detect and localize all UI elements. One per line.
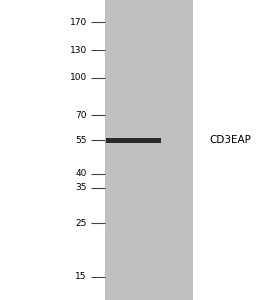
Bar (105, 0, 193, 300)
Text: 40: 40 (76, 169, 87, 178)
Text: 25: 25 (76, 219, 87, 228)
Text: 130: 130 (70, 46, 87, 55)
Text: 70: 70 (75, 111, 87, 120)
Text: 170: 170 (70, 18, 87, 27)
Text: 100: 100 (70, 73, 87, 82)
Text: 35: 35 (75, 183, 87, 192)
Text: 55: 55 (75, 136, 87, 145)
Bar (106, 137, 161, 143)
Text: CD3EAP: CD3EAP (210, 135, 252, 146)
Text: 15: 15 (75, 272, 87, 281)
